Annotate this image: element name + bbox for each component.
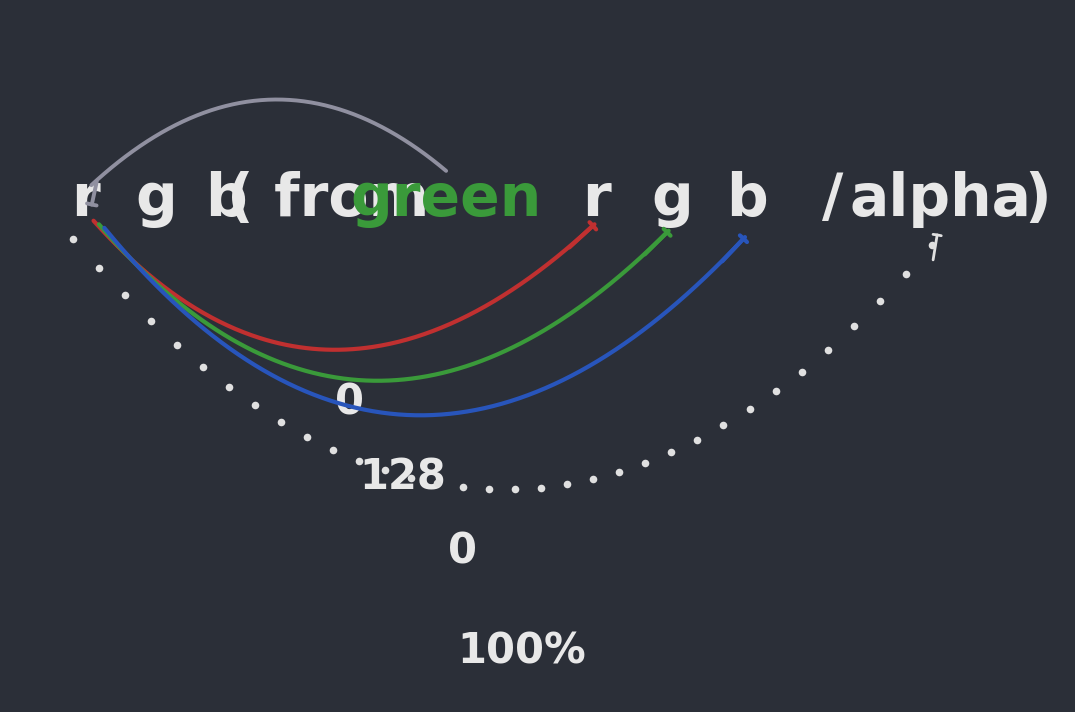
Point (455, 481, 472, 493)
Point (116, 290, 133, 301)
Point (819, 344, 836, 355)
Text: alpha: alpha (849, 171, 1032, 228)
Point (506, 483, 524, 495)
Point (923, 239, 941, 251)
Point (611, 466, 628, 478)
Point (689, 434, 706, 446)
Point (559, 478, 576, 490)
Text: ): ) (1024, 171, 1050, 228)
Text: green: green (350, 171, 542, 228)
Text: b: b (205, 171, 246, 228)
Point (169, 339, 186, 350)
Point (64, 233, 82, 244)
Text: g: g (651, 171, 692, 228)
Point (766, 386, 784, 397)
Point (533, 482, 550, 493)
Point (481, 483, 498, 495)
Point (143, 315, 160, 327)
Text: r: r (583, 171, 611, 228)
Point (429, 478, 446, 489)
Point (663, 446, 680, 458)
Text: b: b (727, 171, 768, 228)
Point (325, 444, 342, 456)
Text: 128: 128 (360, 456, 446, 498)
Point (741, 404, 758, 415)
Point (793, 366, 811, 377)
Point (897, 268, 914, 280)
Point (195, 361, 212, 372)
Text: /: / (822, 171, 844, 228)
Text: 0: 0 (448, 531, 476, 572)
Point (246, 399, 263, 411)
Text: 100%: 100% (457, 631, 586, 672)
Point (845, 320, 862, 332)
Point (350, 455, 368, 466)
Text: ( from: ( from (227, 171, 429, 228)
Point (299, 431, 316, 442)
Point (871, 295, 888, 307)
Point (273, 417, 290, 428)
Text: g: g (135, 171, 176, 228)
Text: 0: 0 (335, 382, 363, 423)
Point (90, 262, 108, 273)
Point (585, 473, 602, 485)
Text: r: r (72, 171, 100, 228)
Point (715, 420, 732, 431)
Point (403, 472, 420, 483)
Point (220, 382, 238, 393)
Point (636, 457, 654, 468)
Point (376, 464, 393, 476)
